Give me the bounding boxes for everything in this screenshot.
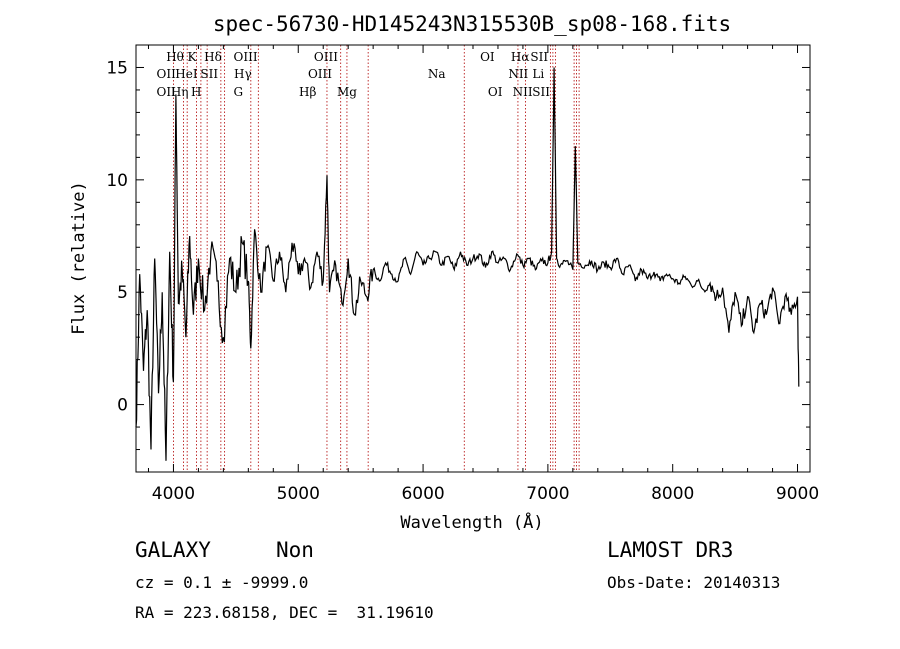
spectrum-chart: spec-56730-HD145243N315530B_sp08-168.fit… [69,12,819,533]
chart-title: spec-56730-HD145243N315530B_sp08-168.fit… [213,12,731,36]
emission-line-label: Hγ [234,67,252,81]
emission-line-label: Na [428,67,446,81]
y-axis-label: Flux (relative) [69,181,89,335]
coordinates-text: RA = 223.68158, DEC = 31.19610 [135,603,434,622]
x-tick-label: 8000 [651,484,694,504]
emission-line-label: SII [532,85,550,99]
obs-date-text: Obs-Date: 20140313 [607,573,781,592]
emission-line-label: OII [157,67,177,81]
redshift-text: cz = 0.1 ± -9999.0 [135,573,309,592]
emission-line-label: G [234,85,244,99]
emission-line-label: Hβ [299,85,316,99]
y-axis-ticks: 0 5 10 15 [106,58,810,451]
x-tick-label: 5000 [277,484,320,504]
emission-line-label: H [191,85,201,99]
emission-line-label: Hη [171,85,189,99]
emission-line-label: Li [532,67,544,81]
emission-line-label: SII [200,67,218,81]
emission-line-label: OII [157,85,177,99]
x-axis-label: Wavelength (Å) [400,511,543,533]
emission-line-label: OIII [308,67,332,81]
emission-line-label: NII [508,67,528,81]
emission-line-label: OI [480,50,495,64]
object-class: GALAXY [135,538,211,562]
y-tick-label: 15 [106,58,128,78]
spectrum-series-line [135,67,800,461]
emission-line-label: Hα [511,50,530,64]
emission-line-label: HeI [175,67,198,81]
x-tick-label: 9000 [776,484,819,504]
x-tick-label: 6000 [401,484,444,504]
y-tick-label: 0 [117,396,128,416]
survey-name: LAMOST DR3 [607,538,734,562]
object-subclass: Non [276,538,314,562]
emission-line-label: OIII [234,50,258,64]
emission-line-label: OI [488,85,503,99]
emission-line-markers [173,45,580,472]
emission-line-label: Mg [337,85,357,99]
emission-line-label: OIII [314,50,338,64]
emission-line-label: NII [513,85,533,99]
x-axis-ticks: 4000 5000 6000 7000 8000 9000 [147,45,819,504]
x-tick-label: 4000 [152,484,195,504]
emission-line-label: SII [530,50,548,64]
emission-line-label: Hδ [204,50,222,64]
x-tick-label: 7000 [526,484,569,504]
y-tick-label: 5 [117,283,128,303]
y-tick-label: 10 [106,171,128,191]
emission-line-label: Hθ [166,50,184,64]
emission-line-label: K [188,50,198,64]
